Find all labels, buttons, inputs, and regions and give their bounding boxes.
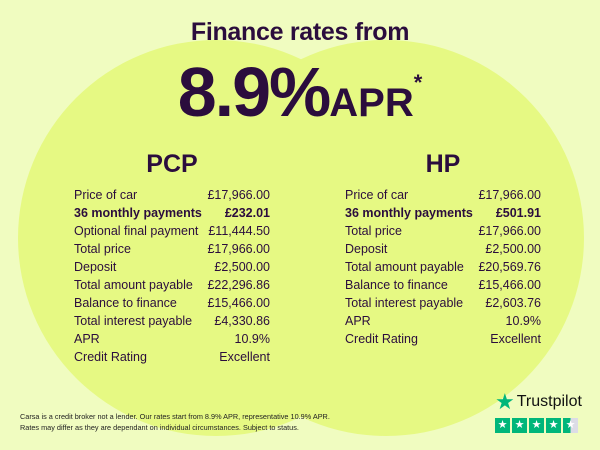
row-value: £232.01 xyxy=(224,206,270,220)
row-label: Deposit xyxy=(74,260,117,274)
row-value: 10.9% xyxy=(505,314,541,328)
pcp-row: 36 monthly payments £232.01 xyxy=(74,204,270,222)
row-value: Excellent xyxy=(219,350,270,364)
row-label: Credit Rating xyxy=(345,332,418,346)
star-icon: ★ xyxy=(546,418,561,433)
row-label: 36 monthly payments xyxy=(74,206,202,220)
pcp-title: PCP xyxy=(146,150,198,178)
disclaimer: Carsa is a credit broker not a lender. O… xyxy=(20,411,330,433)
row-value: £17,966.00 xyxy=(207,242,270,256)
row-label: Total amount payable xyxy=(345,260,464,274)
row-label: Deposit xyxy=(345,242,388,256)
disclaimer-line-1: Carsa is a credit broker not a lender. O… xyxy=(20,412,330,421)
row-label: Total interest payable xyxy=(74,314,193,328)
hp-title: HP xyxy=(425,150,461,178)
row-value: £4,330.86 xyxy=(214,314,270,328)
pcp-row: Optional final payment £11,444.50 xyxy=(74,222,270,240)
half-star-icon: ★ xyxy=(563,418,578,433)
row-value: £15,466.00 xyxy=(478,278,541,292)
hp-row: Deposit £2,500.00 xyxy=(345,240,541,258)
trustpilot-badge[interactable]: ★ Trustpilot ★ ★ ★ ★ ★ xyxy=(495,389,582,433)
trustpilot-name: Trustpilot xyxy=(516,393,582,410)
hp-row: Total amount payable £20,569.76 xyxy=(345,258,541,276)
row-label: Price of car xyxy=(345,188,409,202)
row-label: Total interest payable xyxy=(345,296,464,310)
headline: Finance rates from xyxy=(190,18,410,46)
row-value: Excellent xyxy=(490,332,541,346)
right-circle-decoration xyxy=(188,40,584,436)
pcp-row: Total price £17,966.00 xyxy=(74,240,270,258)
row-label: Balance to finance xyxy=(345,278,448,292)
pcp-row: Total amount payable £22,296.86 xyxy=(74,276,270,294)
pcp-row: Deposit £2,500.00 xyxy=(74,258,270,276)
hp-row: Total price £17,966.00 xyxy=(345,222,541,240)
row-label: Optional final payment xyxy=(74,224,199,238)
row-value: £20,569.76 xyxy=(478,260,541,274)
hp-row: Credit Rating Excellent xyxy=(345,330,541,348)
row-label: Total amount payable xyxy=(74,278,193,292)
trustpilot-rating: ★ ★ ★ ★ ★ xyxy=(495,418,582,433)
row-label: 36 monthly payments xyxy=(345,206,473,220)
pcp-row: APR 10.9% xyxy=(74,330,270,348)
hp-row: Balance to finance £15,466.00 xyxy=(345,276,541,294)
row-value: £2,500.00 xyxy=(485,242,541,256)
row-label: Price of car xyxy=(74,188,138,202)
row-label: APR xyxy=(345,314,371,328)
star-icon: ★ xyxy=(529,418,544,433)
row-value: £15,466.00 xyxy=(207,296,270,310)
row-value: £501.91 xyxy=(495,206,541,220)
row-value: £17,966.00 xyxy=(207,188,270,202)
row-label: Total price xyxy=(74,242,131,256)
pcp-table: PCP Price of car £17,966.00 36 monthly pay… xyxy=(74,150,270,366)
hp-row: APR 10.9% xyxy=(345,312,541,330)
row-value: £11,444.50 xyxy=(208,224,270,238)
row-label: APR xyxy=(74,332,100,346)
row-value: £2,603.76 xyxy=(485,296,541,310)
hp-row: Total interest payable £2,603.76 xyxy=(345,294,541,312)
hp-row: 36 monthly payments £501.91 xyxy=(345,204,541,222)
row-value: £17,966.00 xyxy=(478,224,541,238)
row-value: £2,500.00 xyxy=(214,260,270,274)
rate-display: 8.9%APR* xyxy=(0,52,600,132)
pcp-row: Credit Rating Excellent xyxy=(74,348,270,366)
rate-suffix: APR xyxy=(329,81,414,125)
hp-table: HP Price of car £17,966.00 36 monthly paym… xyxy=(345,150,541,348)
rate-value: 8.9% xyxy=(177,53,332,131)
star-icon: ★ xyxy=(495,418,510,433)
row-value: £22,296.86 xyxy=(207,278,270,292)
hp-row: Price of car £17,966.00 xyxy=(345,186,541,204)
row-label: Balance to finance xyxy=(74,296,177,310)
row-label: Total price xyxy=(345,224,402,238)
pcp-row: Balance to finance £15,466.00 xyxy=(74,294,270,312)
asterisk: * xyxy=(413,70,423,95)
pcp-row: Total interest payable £4,330.86 xyxy=(74,312,270,330)
row-value: 10.9% xyxy=(234,332,270,346)
trustpilot-star-icon: ★ xyxy=(495,389,515,414)
disclaimer-line-2: Rates may differ as they are dependant o… xyxy=(20,423,299,432)
row-value: £17,966.00 xyxy=(478,188,541,202)
row-label: Credit Rating xyxy=(74,350,147,364)
star-icon: ★ xyxy=(512,418,527,433)
pcp-row: Price of car £17,966.00 xyxy=(74,186,270,204)
